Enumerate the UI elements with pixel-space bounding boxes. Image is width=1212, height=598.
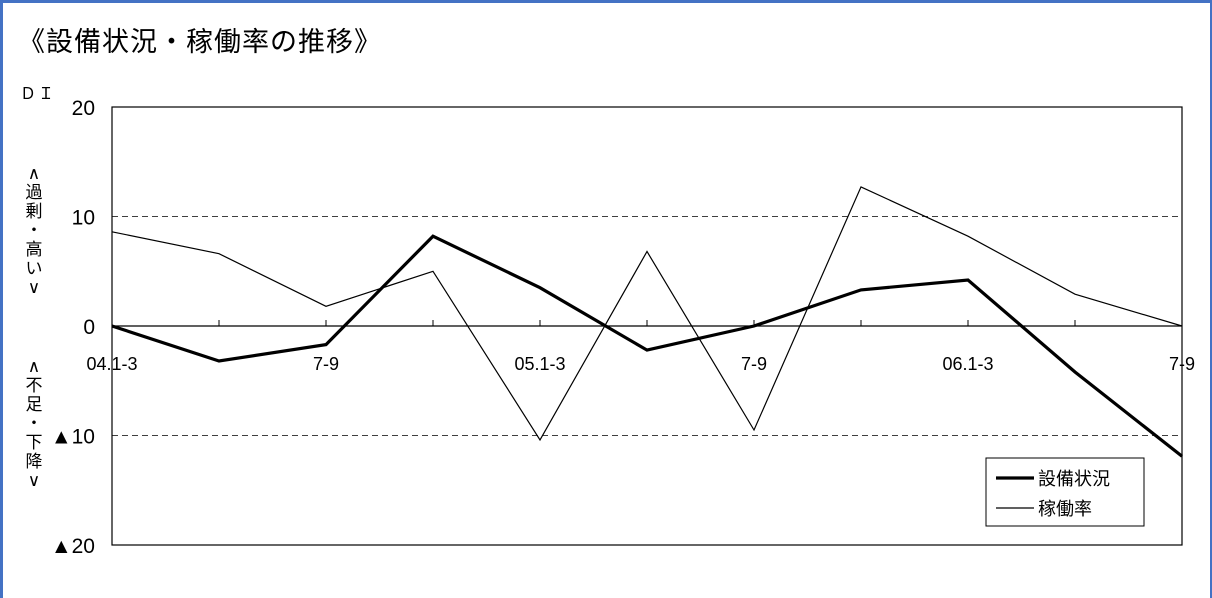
- y-tick-label: ▲10: [51, 426, 95, 449]
- x-tick-label: 04.1-3: [86, 354, 137, 374]
- x-tick-label: 7-9: [1169, 354, 1195, 374]
- series-line-1: [111, 234, 1183, 458]
- legend-box: [985, 457, 1145, 527]
- y-axis-upper-note: ∧ 過 剰 ・ 高 い ∨: [25, 164, 43, 298]
- series-line-2: [111, 186, 1183, 442]
- y-tick-label: 10: [72, 207, 95, 230]
- legend-label: 設備状況: [1038, 469, 1110, 490]
- x-tick-label: 06.1-3: [942, 354, 993, 374]
- y-tick-label: ▲20: [51, 535, 95, 558]
- y-axis-lower-note: ∧ 不 足 ・ 下 降 ∨: [25, 357, 43, 491]
- x-tick-label: 7-9: [741, 354, 767, 374]
- y-axis-unit: ＤＩ: [20, 84, 57, 103]
- chart-title: 《設備状況・稼働率の推移》: [18, 27, 382, 58]
- y-tick-label: 20: [72, 97, 95, 120]
- y-tick-label: 0: [83, 316, 95, 339]
- x-tick-label: 7-9: [313, 354, 339, 374]
- legend-label: 稼働率: [1038, 499, 1092, 520]
- x-tick-label: 05.1-3: [514, 354, 565, 374]
